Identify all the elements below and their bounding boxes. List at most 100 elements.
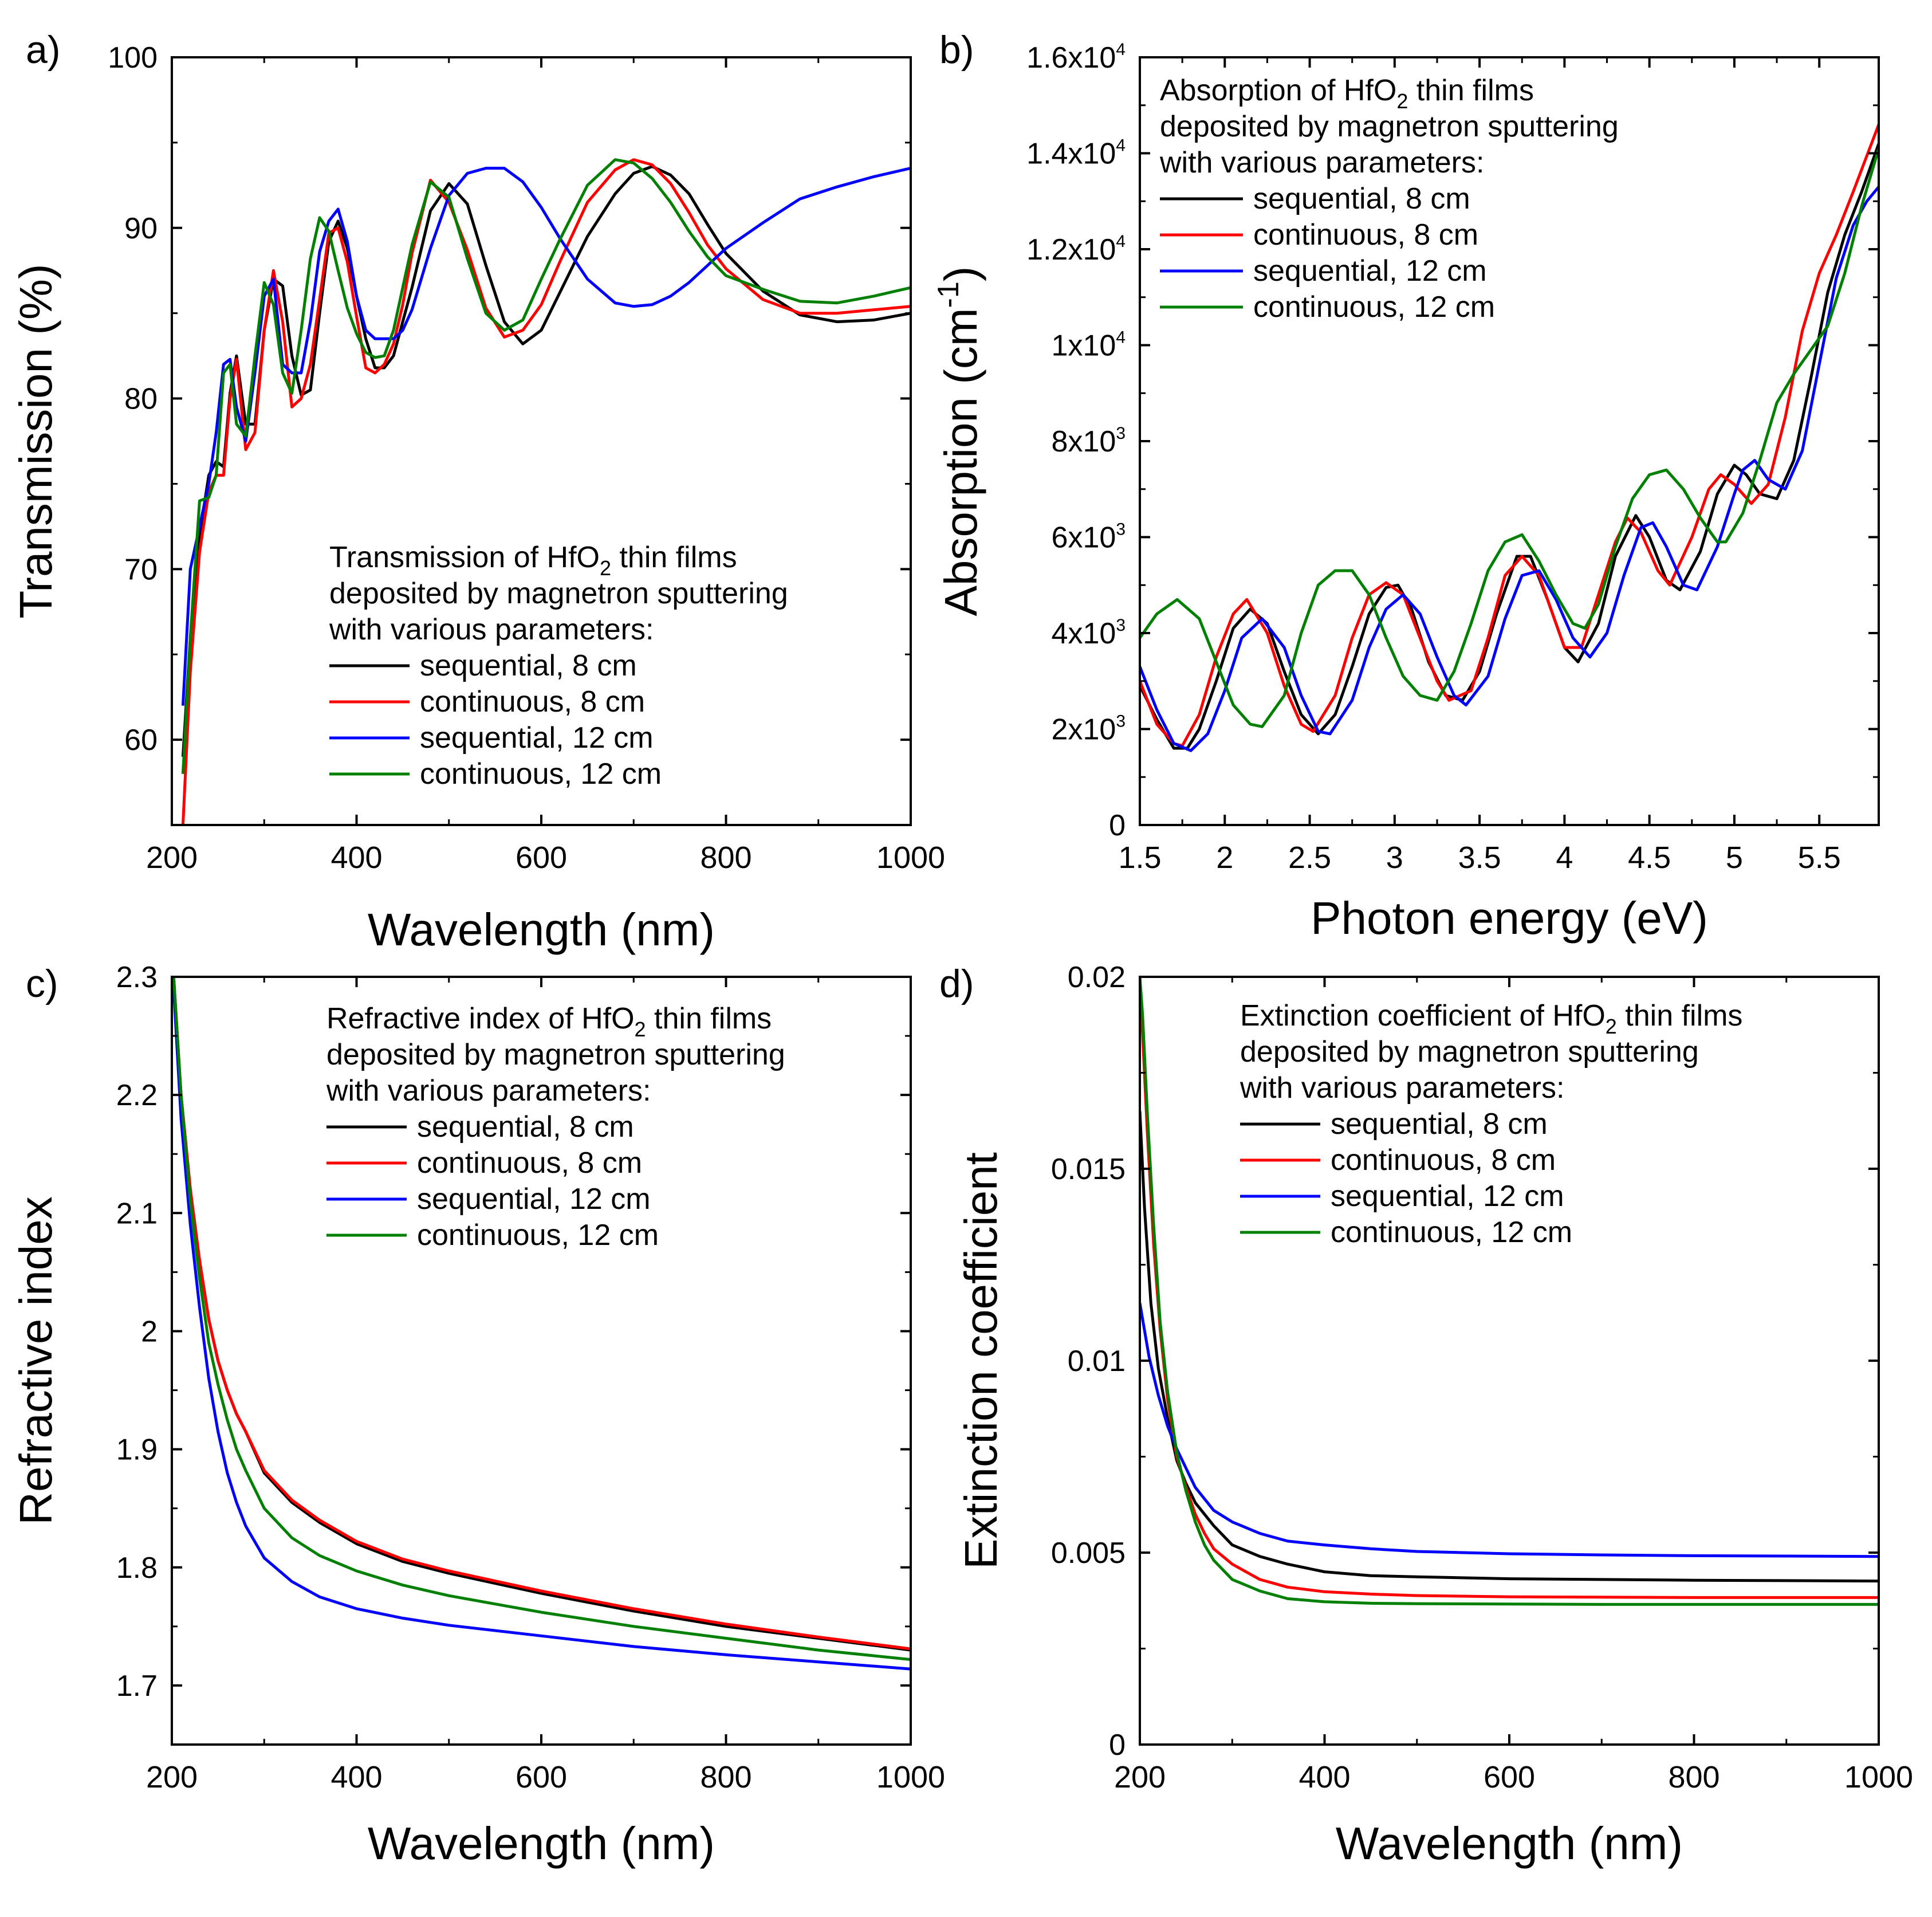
x-tick-label: 1000 [876,1760,945,1794]
x-tick-label: 800 [700,1760,751,1794]
y-tick-label: 1.2x104 [1026,232,1126,266]
legend-entry: continuous, 8 cm [417,1146,642,1180]
y-tick-label: 2x103 [1052,712,1126,747]
x-tick-label: 600 [516,840,567,875]
series-line-1 [181,165,911,757]
x-tick-label: 800 [1668,1760,1719,1794]
legend-entry: continuous, 12 cm [417,1219,659,1252]
y-tick-label: 60 [124,724,158,757]
y-axis-label: Refractive index [10,1196,61,1525]
x-tick-label: 400 [330,1760,382,1794]
x-tick-label: 1000 [876,840,945,875]
legend-entry: continuous, 8 cm [1331,1144,1556,1177]
x-tick-label: 1.5 [1118,840,1161,875]
y-axis-label: Absorption (cm-1) [932,266,986,616]
legend-title-line-1: Extinction coefficient of HfO2 thin film… [1240,999,1742,1038]
y-tick-label: 70 [124,553,158,586]
series-line-4 [1140,977,1879,1606]
y-tick-label: 0 [1109,1729,1126,1762]
x-tick-label: 3 [1386,840,1403,875]
x-tick-label: 2.5 [1288,840,1331,875]
legend-title-line-3: with various parameters: [326,1074,651,1107]
y-tick-label: 80 [124,383,158,416]
series-line-2 [172,977,911,1651]
legend-title-line-1: Transmission of HfO2 thin films [329,541,737,580]
panel-c-refractive-index: 200 400 600 800 1000 1.7 1.8 1.9 2 2.1 2.2 2.3 c) Wav… [10,961,945,1869]
y-tick-label: 0.005 [1051,1537,1126,1570]
x-tick-label: 2 [1216,840,1233,875]
x-tick-label: 400 [330,840,382,875]
panel-b-absorption: 1.5 2 2.5 3 3.5 4 4.5 5 5.5 0 2x103 4x103 6x103 8x103… [932,28,1880,944]
y-tick-label: 2.1 [116,1197,158,1230]
y-axis-label: Extinction coefficient [955,1152,1006,1569]
y-tick-label: 2.2 [116,1079,158,1112]
legend-title-line-3: with various parameters: [1159,146,1484,179]
y-tick-label: 0.015 [1051,1153,1126,1186]
legend-title-line-3: with various parameters: [1240,1071,1564,1105]
x-axis-label: Wavelength (nm) [368,904,715,955]
legend-entry: sequential, 12 cm [420,721,654,755]
x-tick-label: 3.5 [1458,840,1501,875]
legend-title-line-2: deposited by magnetron sputtering [326,1038,785,1071]
panel-label: d) [939,962,974,1005]
panel-label: c) [26,962,58,1005]
series-line-2 [1140,977,1879,1599]
legend-title-line-2: deposited by magnetron sputtering [1160,110,1619,143]
y-tick-label: 1.6x104 [1026,40,1126,74]
y-tick-label: 4x103 [1052,616,1126,650]
x-tick-label: 4.5 [1628,840,1671,875]
x-tick-label: 1000 [1844,1760,1913,1794]
x-tick-label: 400 [1299,1760,1350,1794]
legend-title-line-1: Absorption of HfO2 thin films [1160,74,1534,113]
x-tick-label: 200 [146,1760,198,1794]
y-tick-label: 1.4x104 [1026,136,1126,171]
y-tick-label: 0.02 [1068,961,1126,994]
legend-title-line-1: Refractive index of HfO2 thin films [326,1002,772,1041]
legend-entry: continuous, 12 cm [420,757,662,791]
y-tick-label: 1x104 [1052,328,1126,363]
legend-title-line-2: deposited by magnetron sputtering [329,577,788,610]
legend-entry: continuous, 8 cm [420,685,645,718]
x-tick-label: 600 [516,1760,567,1794]
legend-entry: sequential, 8 cm [420,649,637,682]
x-tick-label: 200 [1114,1760,1166,1794]
legend-title-line-3: with various parameters: [329,613,654,646]
panel-a-transmission: 200 400 600 800 1000 60 70 80 90 100 a) Wavelength … [10,28,945,955]
x-tick-label: 600 [1484,1760,1535,1794]
y-tick-label: 90 [124,212,158,245]
x-tick-label: 5 [1726,840,1743,875]
y-tick-label: 2.3 [116,961,158,994]
series-line-4 [181,158,911,774]
legend-entry: sequential, 8 cm [1331,1107,1548,1141]
legend-title-line-2: deposited by magnetron sputtering [1240,1035,1699,1069]
y-tick-label: 1.7 [116,1669,158,1703]
series-line-1 [1140,1111,1879,1583]
legend-entry: sequential, 8 cm [417,1110,634,1144]
y-tick-label: 2 [141,1315,158,1348]
series-line-3 [1140,186,1879,752]
legend-entry: sequential, 8 cm [1253,182,1470,215]
y-tick-label: 8x103 [1052,424,1126,458]
legend-entry: sequential, 12 cm [1331,1180,1564,1213]
legend-entry: continuous, 8 cm [1253,218,1478,252]
legend-entry: sequential, 12 cm [1253,254,1487,288]
y-tick-label: 1.8 [116,1551,158,1585]
series-line-3 [1140,1303,1879,1558]
panel-d-extinction-coefficient: 200 400 600 800 1000 0 0.005 0.01 0.015 0.02 d) Wav… [939,961,1913,1869]
series-line-4 [172,977,911,1661]
x-axis-label: Wavelength (nm) [368,1818,715,1869]
series-line-3 [172,988,911,1671]
y-tick-label: 6x103 [1052,520,1126,555]
legend-entry: sequential, 12 cm [417,1183,651,1216]
y-axis-label: Transmission (%) [10,264,61,618]
series-line-2 [1140,124,1879,748]
legend-entry: continuous, 12 cm [1331,1216,1572,1249]
panel-label: a) [26,28,60,72]
legend-entry: continuous, 12 cm [1253,290,1495,324]
x-tick-label: 200 [146,840,198,875]
x-tick-label: 800 [700,840,751,875]
x-tick-label: 5.5 [1798,840,1841,875]
x-axis-label: Wavelength (nm) [1336,1818,1683,1869]
panel-label: b) [939,28,974,72]
